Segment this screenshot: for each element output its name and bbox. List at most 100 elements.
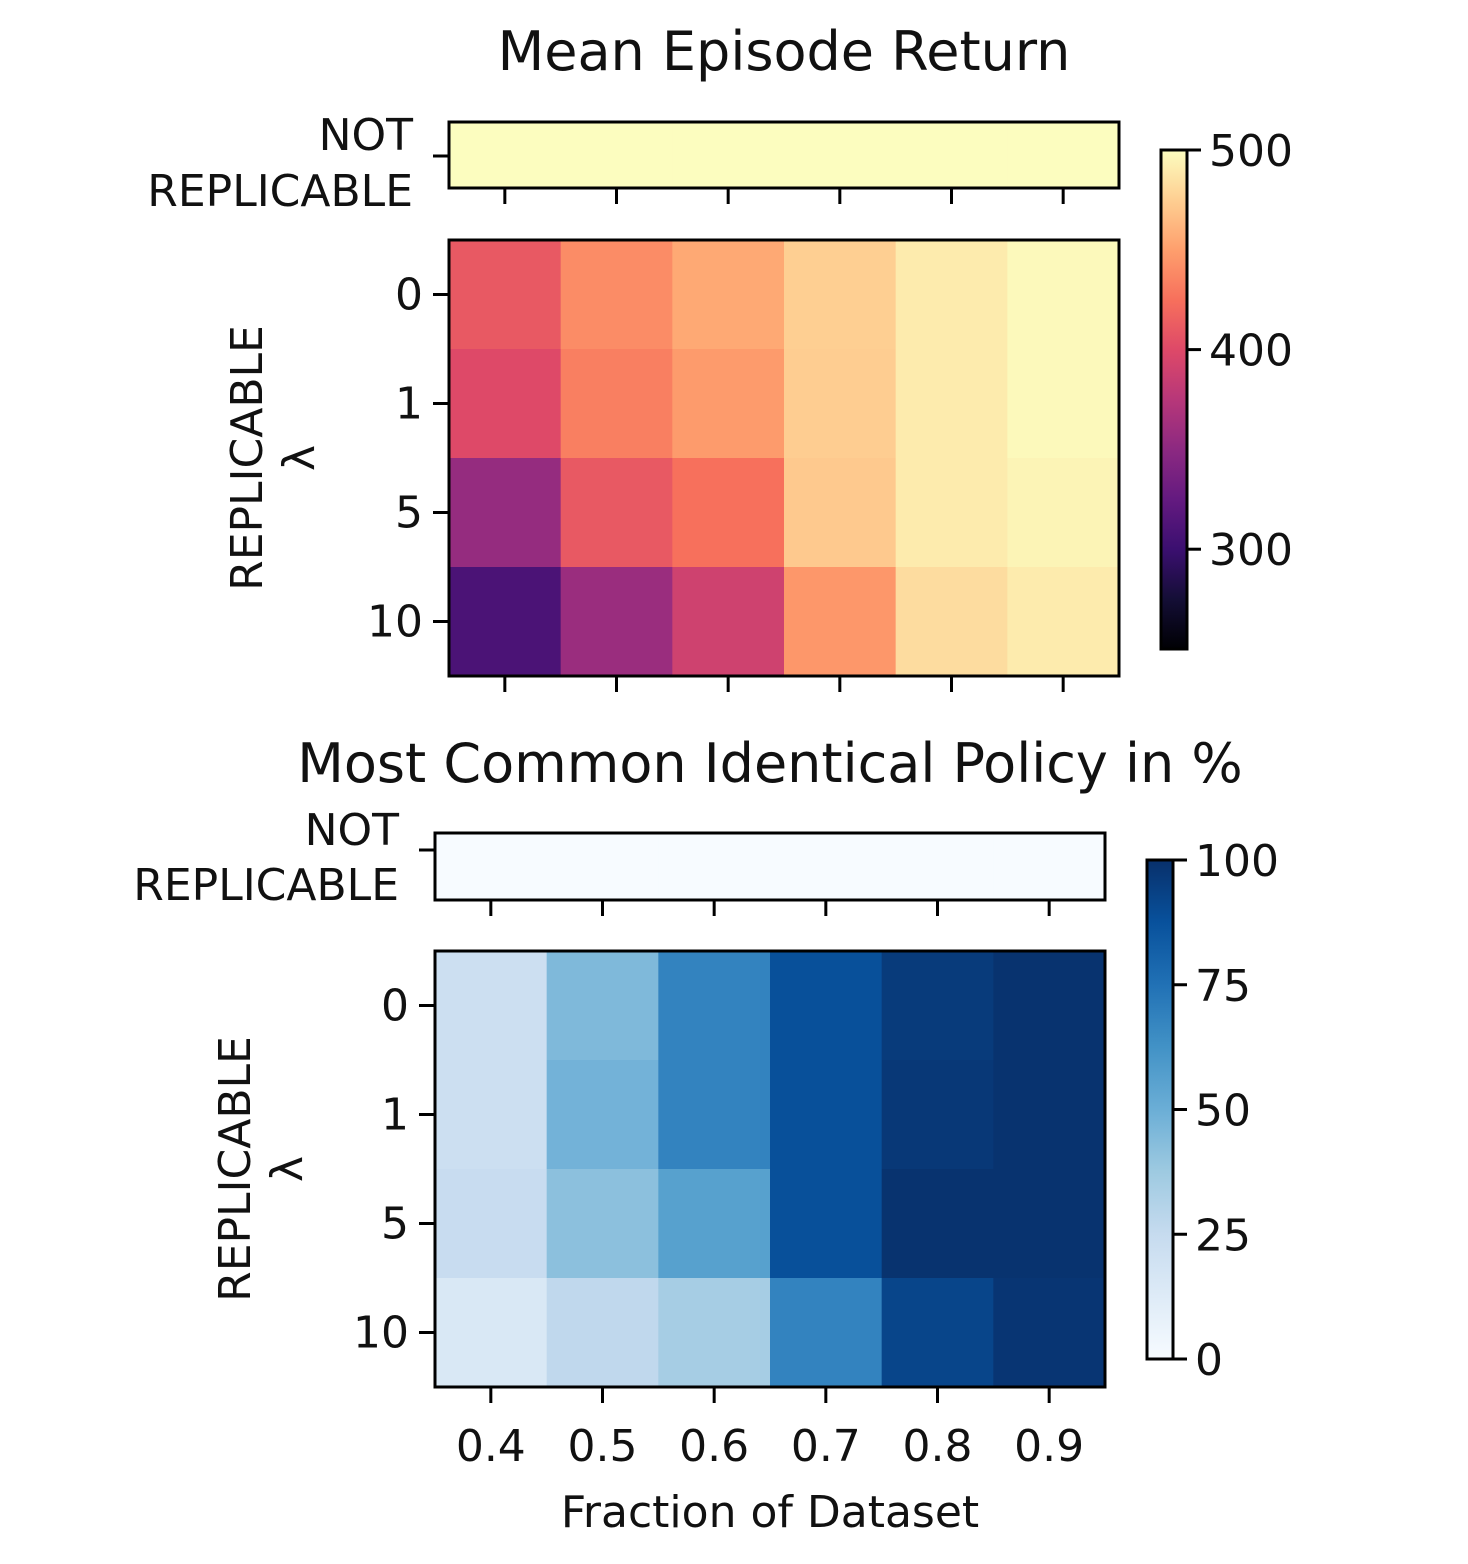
heatmap-cell: [1007, 458, 1120, 568]
chart2-xticks: 0.4 0.5 0.6 0.7 0.8 0.9: [456, 1387, 1084, 1472]
top-row-cell: [560, 122, 673, 188]
ytick-label: 1: [395, 379, 423, 430]
heatmap-cell: [449, 349, 562, 459]
heatmap-cell: [770, 1169, 883, 1279]
top-row-cell: [658, 833, 771, 900]
chart1-top-row: [449, 122, 1120, 188]
heatmap-cell: [993, 1278, 1106, 1388]
heatmap-cell: [449, 458, 562, 568]
chart2-top-xticks: [489, 900, 1051, 916]
chart1-top-xticks: [503, 188, 1065, 204]
heatmap-cell: [658, 1060, 771, 1170]
heatmap-cell: [770, 1278, 883, 1388]
heatmap-cell: [993, 1060, 1106, 1170]
heatmap-cell: [784, 349, 897, 459]
ytick-label: 10: [353, 1308, 409, 1359]
ytick-label: 5: [381, 1199, 409, 1250]
chart2-heatmap: [435, 951, 1106, 1388]
heatmap-cell: [546, 1278, 659, 1388]
heatmap-cell: [881, 1169, 994, 1279]
chart1-top-label-line1: NOT: [319, 110, 414, 161]
heatmap-cell: [784, 458, 897, 568]
chart2-top-frame: [433, 831, 1107, 902]
colorbar-tick-label: 100: [1195, 836, 1279, 887]
top-row-cell: [546, 833, 659, 900]
ytick-label: 10: [367, 597, 423, 648]
heatmap-cell: [881, 951, 994, 1061]
xtick-label: 0.5: [568, 1421, 638, 1472]
chart2-ylabel: REPLICABLE λ: [210, 1036, 313, 1302]
top-row-cell: [672, 122, 785, 188]
chart1-title: Mean Episode Return: [498, 20, 1071, 83]
colorbar-tick-label: 500: [1209, 126, 1293, 177]
chart1-ylabel-line1: REPLICABLE: [222, 325, 273, 591]
colorbar-tick-label: 400: [1209, 326, 1293, 377]
heatmap-cell: [435, 1278, 548, 1388]
xtick-label: 0.4: [456, 1421, 526, 1472]
heatmap-cell: [672, 349, 785, 459]
heatmap-cell: [881, 1060, 994, 1170]
chart2-ylabel-line1: REPLICABLE: [210, 1036, 261, 1302]
chart2-ylabel-line2: λ: [262, 1156, 313, 1182]
heatmap-cell: [1007, 567, 1120, 677]
heatmap-cell: [895, 458, 1008, 568]
heatmap-cell: [546, 1169, 659, 1279]
heatmap-cell: [784, 240, 897, 350]
chart2-top-label-line1: NOT: [305, 805, 400, 856]
heatmap-cell: [895, 567, 1008, 677]
chart2-yticks: 0 1 5 10: [353, 981, 435, 1359]
heatmap-cell: [770, 951, 883, 1061]
heatmap-cell: [672, 458, 785, 568]
heatmap-cell: [449, 240, 562, 350]
top-row-cell: [770, 833, 883, 900]
heatmap-cell: [546, 1060, 659, 1170]
chart1-colorbar-frame: [1159, 148, 1189, 651]
heatmap-cell: [895, 349, 1008, 459]
top-row-cell: [449, 122, 562, 188]
heatmap-cell: [658, 951, 771, 1061]
ytick-label: 5: [395, 488, 423, 539]
chart1-ylabel-line2: λ: [274, 445, 325, 471]
top-row-cell: [993, 833, 1106, 900]
chart1-main-frame: [447, 238, 1121, 678]
heatmap-cell: [1007, 349, 1120, 459]
chart1-colorbar: [1161, 150, 1187, 649]
xtick-label: 0.8: [903, 1421, 973, 1472]
heatmap-cell: [435, 951, 548, 1061]
top-row-cell: [435, 833, 548, 900]
heatmap-cell: [560, 349, 673, 459]
ytick-label: 0: [381, 981, 409, 1032]
heatmap-cell: [560, 458, 673, 568]
top-row-cell: [784, 122, 897, 188]
top-row-cell: [881, 833, 994, 900]
ytick-label: 0: [395, 270, 423, 321]
heatmap-cell: [560, 240, 673, 350]
xtick-label: 0.6: [679, 1421, 749, 1472]
chart1-main-xticks: [503, 676, 1065, 692]
chart-identical-policy: Most Common Identical Policy in % NOT RE…: [133, 732, 1279, 1538]
heatmap-cell: [435, 1169, 548, 1279]
heatmap-cell: [993, 1169, 1106, 1279]
top-row-cell: [1007, 122, 1120, 188]
colorbar-tick-label: 75: [1195, 961, 1251, 1012]
heatmap-cell: [993, 951, 1106, 1061]
heatmap-cell: [1007, 240, 1120, 350]
heatmap-cell: [672, 240, 785, 350]
top-row-cell: [895, 122, 1008, 188]
chart2-title: Most Common Identical Policy in %: [297, 732, 1242, 795]
xtick-label: 0.7: [791, 1421, 861, 1472]
chart-mean-episode-return: Mean Episode Return NOT REPLICABLE 0 1 5 10…: [147, 20, 1293, 692]
chart1-top-label-line2: REPLICABLE: [147, 166, 413, 217]
chart1-heatmap: [449, 240, 1120, 677]
heatmap-cell: [449, 567, 562, 677]
chart1-colorbar-ticks: 300 400 500: [1187, 126, 1293, 576]
heatmap-cell: [770, 1060, 883, 1170]
xtick-label: 0.9: [1014, 1421, 1084, 1472]
heatmap-cell: [895, 240, 1008, 350]
heatmap-cell: [658, 1278, 771, 1388]
chart2-top-label-line2: REPLICABLE: [133, 860, 399, 911]
heatmap-cell: [672, 567, 785, 677]
colorbar-tick-label: 25: [1195, 1210, 1251, 1261]
colorbar-tick-label: 50: [1195, 1086, 1251, 1137]
